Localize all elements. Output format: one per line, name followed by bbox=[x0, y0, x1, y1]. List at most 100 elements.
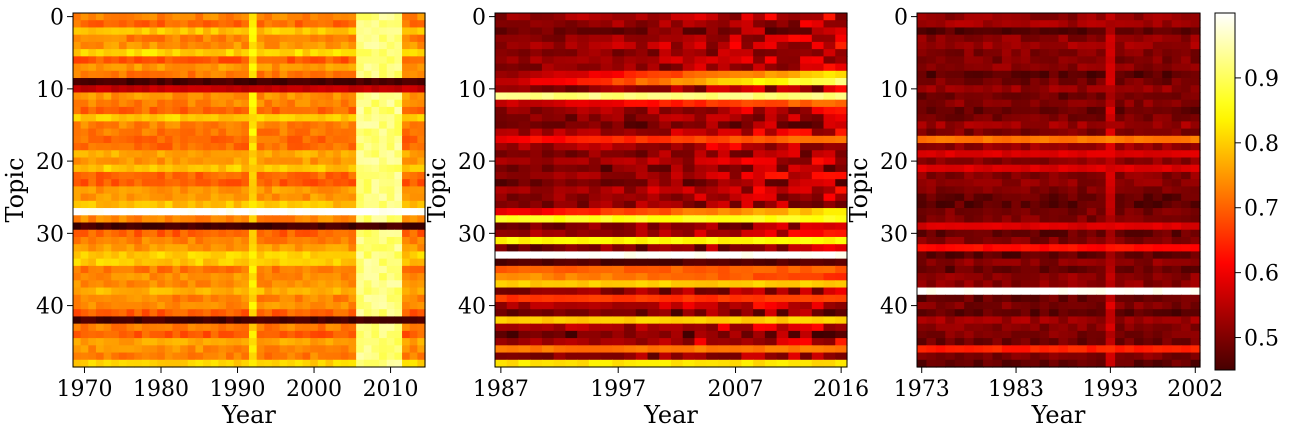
heatmap-cell bbox=[926, 229, 937, 238]
heatmap-cell bbox=[717, 265, 731, 274]
heatmap-cell bbox=[1124, 27, 1135, 36]
heatmap-cell bbox=[195, 200, 204, 209]
heatmap-cell bbox=[402, 222, 411, 231]
heatmap-cell bbox=[506, 164, 520, 173]
heatmap-cell bbox=[325, 121, 334, 130]
heatmap-cell bbox=[635, 294, 649, 303]
heatmap-cell bbox=[310, 265, 319, 274]
heatmap-cell bbox=[256, 49, 265, 57]
heatmap-cell bbox=[706, 345, 719, 354]
heatmap-cell bbox=[1049, 13, 1060, 21]
heatmap-cell bbox=[203, 49, 212, 57]
heatmap-cell bbox=[764, 265, 778, 274]
heatmap-cell bbox=[917, 121, 928, 130]
heatmap-cell bbox=[776, 309, 789, 318]
heatmap-cell bbox=[776, 215, 789, 224]
heatmap-cell bbox=[80, 200, 89, 209]
heatmap-cell bbox=[1020, 215, 1031, 224]
heatmap-cell bbox=[1190, 49, 1201, 57]
heatmap-cell bbox=[1171, 265, 1182, 274]
heatmap-cell bbox=[835, 27, 848, 36]
heatmap-cell bbox=[682, 200, 696, 209]
heatmap-cell bbox=[73, 193, 82, 202]
heatmap-cell bbox=[340, 236, 350, 245]
heatmap-cell bbox=[612, 345, 625, 354]
heatmap-cell bbox=[203, 121, 212, 130]
heatmap-cell bbox=[226, 280, 235, 289]
heatmap-cell bbox=[111, 273, 120, 281]
heatmap-cell bbox=[164, 179, 174, 187]
heatmap-cell bbox=[518, 128, 531, 137]
heatmap-cell bbox=[340, 92, 350, 101]
heatmap-cell bbox=[172, 323, 181, 332]
heatmap-cell bbox=[1162, 215, 1173, 224]
heatmap-cell bbox=[1115, 34, 1126, 43]
heatmap-cell bbox=[363, 34, 373, 43]
heatmap-cell bbox=[694, 13, 707, 21]
heatmap-cell bbox=[926, 251, 937, 260]
heatmap-cell bbox=[1030, 78, 1041, 86]
heatmap-cell bbox=[1105, 301, 1116, 310]
heatmap-cell bbox=[518, 200, 531, 209]
heatmap-cell bbox=[241, 135, 250, 144]
heatmap-cell bbox=[172, 157, 181, 166]
heatmap-cell bbox=[764, 49, 778, 57]
heatmap-cell bbox=[717, 251, 731, 260]
heatmap-cell bbox=[973, 128, 984, 137]
heatmap-cell bbox=[835, 99, 848, 108]
heatmap-cell bbox=[249, 323, 258, 332]
heatmap-cell bbox=[271, 114, 281, 122]
heatmap-cell bbox=[417, 309, 426, 318]
heatmap-cell bbox=[317, 92, 327, 101]
heatmap-cell bbox=[682, 309, 696, 318]
heatmap-cell bbox=[647, 150, 660, 159]
heatmap-cell bbox=[659, 128, 672, 137]
heatmap-cell bbox=[983, 287, 994, 296]
heatmap-cell bbox=[1020, 63, 1031, 72]
heatmap-cell bbox=[577, 345, 590, 354]
heatmap-cell bbox=[1020, 13, 1031, 21]
heatmap-cell bbox=[1049, 179, 1060, 187]
heatmap-cell bbox=[256, 78, 265, 86]
heatmap-cell bbox=[126, 287, 135, 296]
heatmap-cell bbox=[203, 229, 212, 238]
heatmap-cell bbox=[717, 258, 731, 267]
heatmap-cell bbox=[1001, 251, 1012, 260]
heatmap-cell bbox=[310, 171, 319, 180]
heatmap-cell bbox=[180, 114, 189, 122]
heatmap-cell bbox=[945, 179, 956, 187]
heatmap-cell bbox=[495, 106, 508, 115]
heatmap-cell bbox=[1171, 171, 1182, 180]
heatmap-cell bbox=[317, 294, 327, 303]
heatmap-cell bbox=[811, 236, 825, 245]
heatmap-cell bbox=[409, 330, 418, 339]
heatmap-cell bbox=[386, 135, 395, 144]
heatmap-cell bbox=[249, 236, 258, 245]
heatmap-cell bbox=[935, 280, 946, 289]
heatmap-cell bbox=[126, 164, 135, 173]
heatmap-cell bbox=[210, 85, 219, 94]
heatmap-cell bbox=[717, 215, 731, 224]
heatmap-cell bbox=[530, 41, 543, 50]
heatmap-cell bbox=[1152, 157, 1163, 166]
heatmap-cell bbox=[264, 179, 273, 187]
heatmap-cell bbox=[164, 164, 174, 173]
heatmap-cell bbox=[1190, 63, 1201, 72]
heatmap-cell bbox=[1030, 258, 1041, 267]
heatmap-cell bbox=[992, 265, 1003, 274]
heatmap-cell bbox=[256, 157, 265, 166]
heatmap-cell bbox=[394, 345, 403, 354]
heatmap-cell bbox=[717, 70, 731, 79]
heatmap-cell bbox=[964, 49, 975, 57]
heatmap-cell bbox=[340, 56, 350, 65]
heatmap-cell bbox=[340, 20, 350, 29]
heatmap-cell bbox=[141, 85, 151, 94]
heatmap-cell bbox=[983, 186, 994, 195]
heatmap-cell bbox=[73, 20, 82, 29]
heatmap-cell bbox=[111, 179, 120, 187]
y-tick-label: 40 bbox=[36, 295, 64, 320]
heatmap-cell bbox=[659, 20, 672, 29]
heatmap-cell bbox=[954, 99, 965, 108]
heatmap-cell bbox=[983, 258, 994, 267]
